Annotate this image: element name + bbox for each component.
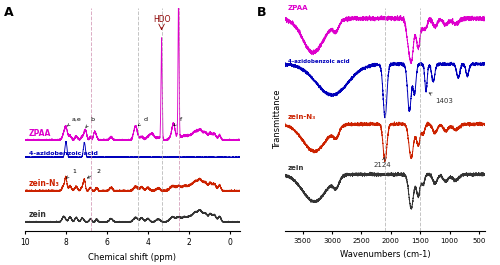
Text: zein: zein xyxy=(288,165,304,171)
Text: zein-N₃: zein-N₃ xyxy=(29,179,60,188)
Text: 1403: 1403 xyxy=(429,93,453,104)
X-axis label: Chemical shift (ppm): Chemical shift (ppm) xyxy=(88,253,176,262)
X-axis label: Wavenumbers (cm-1): Wavenumbers (cm-1) xyxy=(340,250,430,259)
Text: a,e: a,e xyxy=(68,117,82,126)
Text: b: b xyxy=(86,117,94,127)
Text: d: d xyxy=(138,117,148,126)
Text: zein: zein xyxy=(29,210,47,219)
Text: HDO: HDO xyxy=(153,15,170,24)
Text: 2: 2 xyxy=(88,169,101,178)
Text: A: A xyxy=(4,6,13,19)
Text: B: B xyxy=(257,6,266,19)
Text: 4-azidobenzoic acid: 4-azidobenzoic acid xyxy=(29,151,98,156)
Text: 4-azidobenzoic acid: 4-azidobenzoic acid xyxy=(288,59,350,64)
Text: zein-N₃: zein-N₃ xyxy=(288,114,316,120)
Text: f: f xyxy=(174,117,182,126)
Text: ZPAA: ZPAA xyxy=(288,5,308,11)
Text: 1: 1 xyxy=(66,169,76,178)
Y-axis label: Transmittance: Transmittance xyxy=(273,90,282,149)
Text: ZPAA: ZPAA xyxy=(29,129,52,138)
Text: 2124: 2124 xyxy=(373,158,391,168)
